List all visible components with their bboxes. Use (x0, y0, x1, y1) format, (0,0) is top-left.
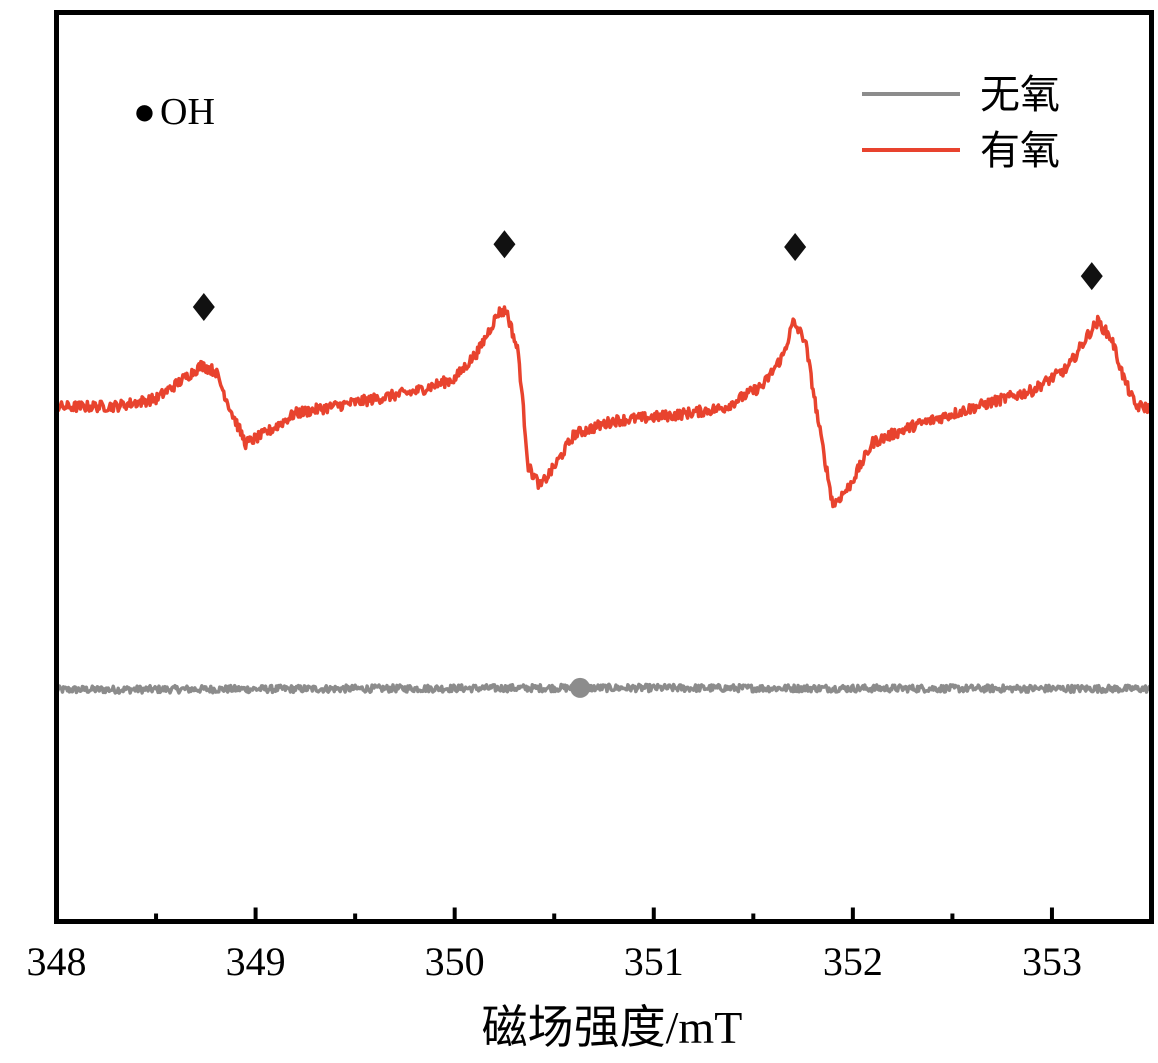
x-tick-label-3: 351 (624, 939, 684, 984)
x-tick-label-1: 349 (226, 939, 286, 984)
legend-label-oxygen: 有氧 (980, 128, 1060, 173)
diamond-marker-1 (493, 230, 516, 259)
legend-label-no-oxygen: 无氧 (980, 72, 1060, 117)
oh-annotation: ● OH (133, 91, 215, 133)
series-dot-0 (570, 677, 591, 698)
oh-annotation-marker: ● (133, 91, 156, 133)
diamond-marker-2 (784, 233, 807, 262)
diamond-marker-0 (192, 293, 215, 322)
oh-annotation-label: OH (160, 91, 215, 133)
series-line-0 (54, 682, 1154, 695)
plot-series (54, 230, 1154, 698)
x-tick-label-2: 350 (425, 939, 485, 984)
x-tick-label-5: 353 (1022, 939, 1082, 984)
x-axis-title: 磁场强度/mT (482, 1002, 743, 1053)
x-tick-label-0: 348 (27, 939, 87, 984)
x-tick-labels: 348 349 350 351 352 353 (27, 939, 1082, 984)
x-tick-label-4: 352 (823, 939, 883, 984)
series-line-1 (54, 305, 1154, 509)
plot-frame (54, 10, 1154, 924)
diamond-marker-3 (1080, 262, 1103, 291)
legend: 无氧 有氧 (862, 72, 1060, 173)
